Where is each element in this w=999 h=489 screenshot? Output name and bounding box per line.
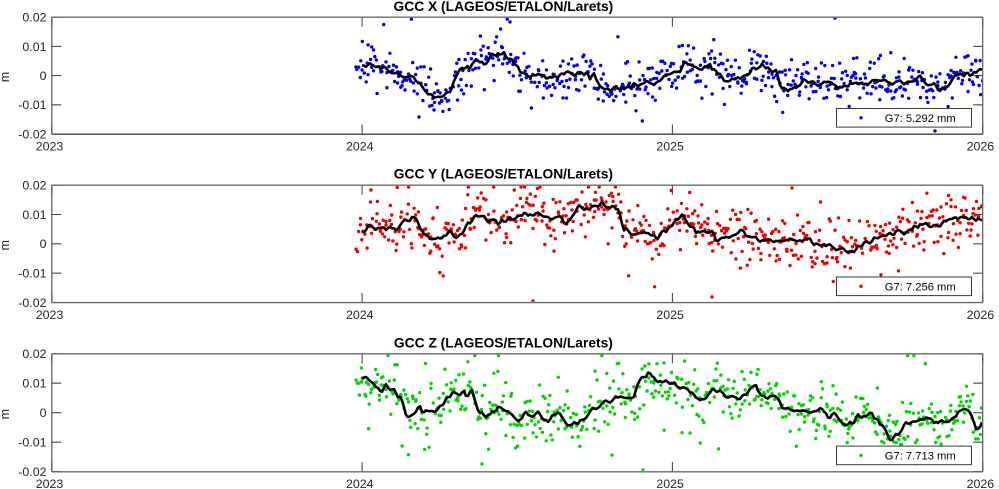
- svg-text:m: m: [0, 409, 12, 420]
- svg-text:2024: 2024: [346, 308, 374, 322]
- svg-text:2026: 2026: [967, 308, 995, 322]
- svg-text:2023: 2023: [36, 139, 64, 153]
- svg-text:0: 0: [40, 406, 47, 420]
- svg-text:m: m: [0, 240, 12, 251]
- svg-text:0.02: 0.02: [22, 11, 46, 25]
- svg-text:2026: 2026: [967, 139, 995, 153]
- svg-text:0.02: 0.02: [22, 179, 46, 193]
- svg-text:0: 0: [40, 237, 47, 251]
- svg-text:2023: 2023: [36, 308, 64, 322]
- svg-text:2023: 2023: [36, 477, 64, 489]
- svg-text:0.01: 0.01: [22, 40, 46, 54]
- svg-text:0.01: 0.01: [22, 208, 46, 222]
- svg-text:GCC X (LAGEOS/ETALON/Larets): GCC X (LAGEOS/ETALON/Larets): [394, 0, 614, 14]
- svg-text:-0.02: -0.02: [18, 127, 46, 141]
- svg-text:2025: 2025: [656, 477, 684, 489]
- svg-text:-0.01: -0.01: [18, 98, 46, 112]
- svg-text:-0.01: -0.01: [18, 436, 46, 450]
- svg-text:2024: 2024: [346, 139, 374, 153]
- svg-text:0.01: 0.01: [22, 377, 46, 391]
- svg-text:G7: 5.292 mm: G7: 5.292 mm: [885, 113, 956, 125]
- svg-text:-0.02: -0.02: [18, 465, 46, 479]
- svg-text:-0.02: -0.02: [18, 296, 46, 310]
- svg-text:2025: 2025: [656, 139, 684, 153]
- svg-text:2026: 2026: [967, 477, 995, 489]
- svg-text:2024: 2024: [346, 477, 374, 489]
- svg-text:GCC Y (LAGEOS/ETALON/Larets): GCC Y (LAGEOS/ETALON/Larets): [394, 167, 613, 182]
- svg-text:2025: 2025: [656, 308, 684, 322]
- svg-text:m: m: [0, 72, 12, 83]
- svg-text:0: 0: [40, 69, 47, 83]
- svg-text:GCC Z (LAGEOS/ETALON/Larets): GCC Z (LAGEOS/ETALON/Larets): [394, 335, 613, 350]
- svg-text:G7: 7.713 mm: G7: 7.713 mm: [885, 451, 956, 463]
- svg-text:-0.01: -0.01: [18, 267, 46, 281]
- svg-text:0.02: 0.02: [22, 347, 46, 361]
- svg-text:G7: 7.256 mm: G7: 7.256 mm: [885, 281, 956, 293]
